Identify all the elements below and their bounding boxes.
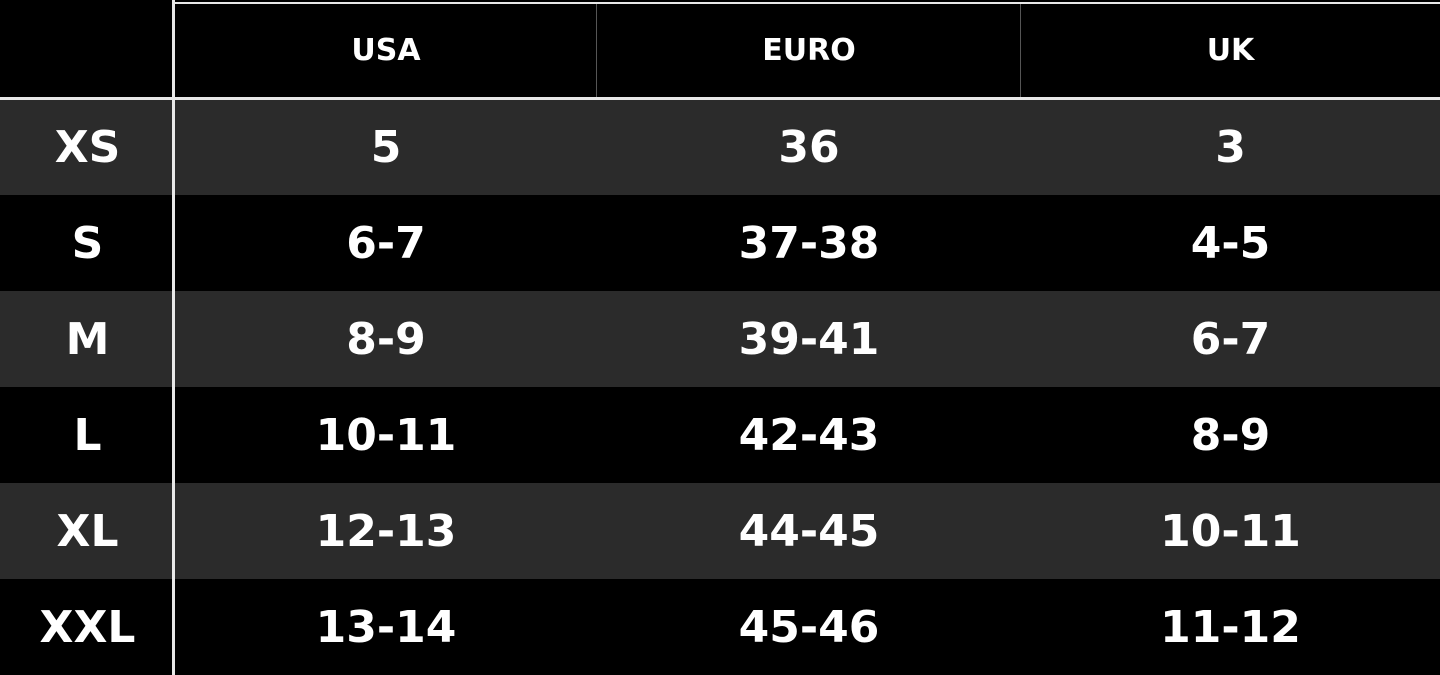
size-value: 3	[1215, 121, 1246, 173]
row-band	[0, 195, 1440, 291]
column-header: USA	[351, 33, 421, 68]
row-band	[0, 483, 1440, 579]
header-divider	[596, 4, 597, 97]
row-label: M	[65, 313, 110, 365]
size-value: 36	[778, 121, 840, 173]
size-value: 12-13	[315, 505, 457, 557]
column-header: EURO	[762, 33, 856, 68]
size-value: 42-43	[738, 409, 880, 461]
size-value: 6-7	[346, 217, 426, 269]
size-value: 8-9	[346, 313, 426, 365]
header-divider	[1020, 4, 1021, 97]
row-label: XL	[56, 505, 119, 557]
size-value: 10-11	[315, 409, 457, 461]
row-label: L	[73, 409, 102, 461]
size-value: 39-41	[738, 313, 880, 365]
row-label: S	[71, 217, 104, 269]
size-value: 13-14	[315, 601, 457, 653]
size-value: 44-45	[738, 505, 880, 557]
row-label: XXL	[39, 601, 136, 653]
header-top-line	[175, 2, 1440, 4]
row-band	[0, 579, 1440, 675]
row-band	[0, 99, 1440, 195]
header-bottom-line	[0, 97, 1440, 100]
size-value: 6-7	[1190, 313, 1271, 365]
size-value: 5	[370, 121, 402, 173]
size-value: 37-38	[738, 217, 880, 269]
size-value: 4-5	[1190, 217, 1271, 269]
size-value: 8-9	[1190, 409, 1271, 461]
row-label: XS	[54, 121, 121, 173]
row-band	[0, 291, 1440, 387]
size-value: 11-12	[1160, 601, 1301, 653]
column-header: UK	[1206, 33, 1255, 68]
row-band	[0, 387, 1440, 483]
size-value: 10-11	[1160, 505, 1301, 557]
label-column-line	[172, 0, 175, 675]
size-value: 45-46	[738, 601, 880, 653]
